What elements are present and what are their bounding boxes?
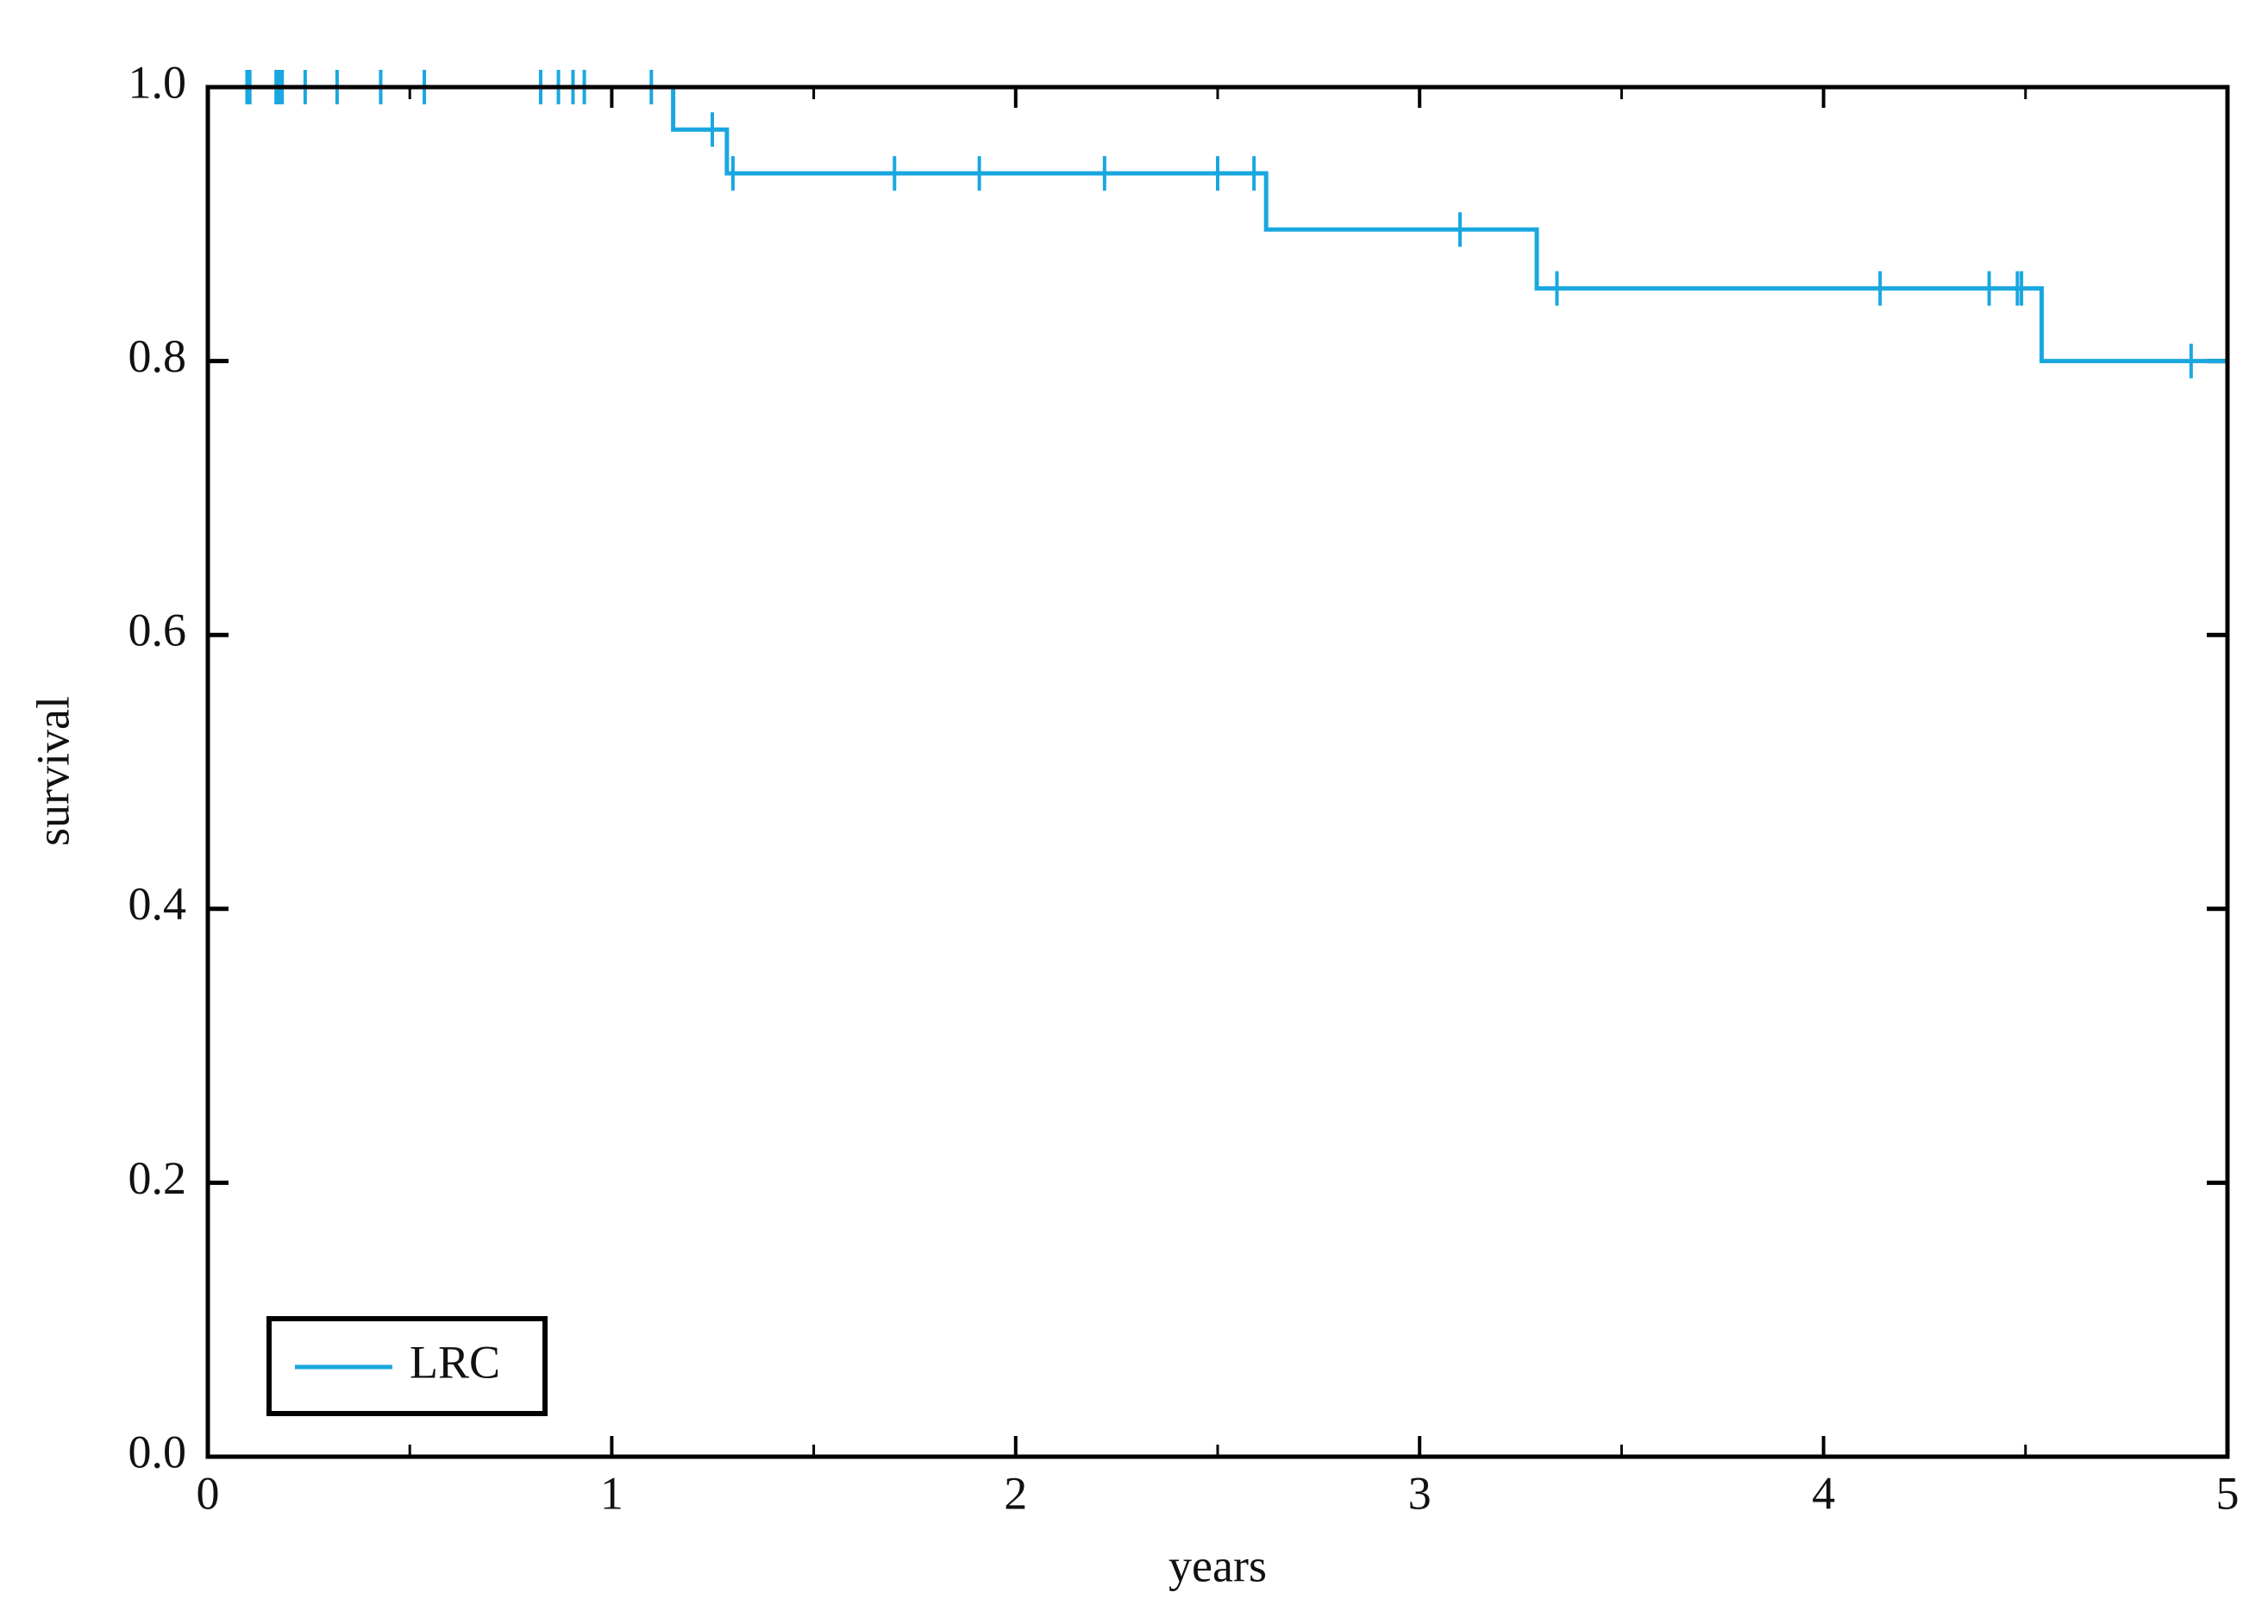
x-tick-label: 1 xyxy=(600,1467,623,1519)
y-tick-label: 0.2 xyxy=(128,1152,187,1204)
survival-line xyxy=(208,85,2227,364)
x-tick-label: 0 xyxy=(197,1467,220,1519)
x-tick-label: 5 xyxy=(2216,1467,2240,1519)
y-tick-label: 0.4 xyxy=(128,878,187,930)
legend-label: LRC xyxy=(410,1336,500,1388)
plot-frame xyxy=(205,85,2230,1459)
y-tick-label: 0.6 xyxy=(128,605,187,656)
y-tick-label: 0.0 xyxy=(128,1426,187,1477)
y-tick-label: 0.8 xyxy=(128,330,187,382)
x-tick-label: 4 xyxy=(1812,1467,1835,1519)
x-axis-title: years xyxy=(1168,1539,1267,1591)
x-tick-label: 3 xyxy=(1408,1467,1432,1519)
x-tick-label: 2 xyxy=(1004,1467,1027,1519)
y-tick-label: 1.0 xyxy=(128,56,187,108)
y-axis-title: survival xyxy=(27,696,78,846)
